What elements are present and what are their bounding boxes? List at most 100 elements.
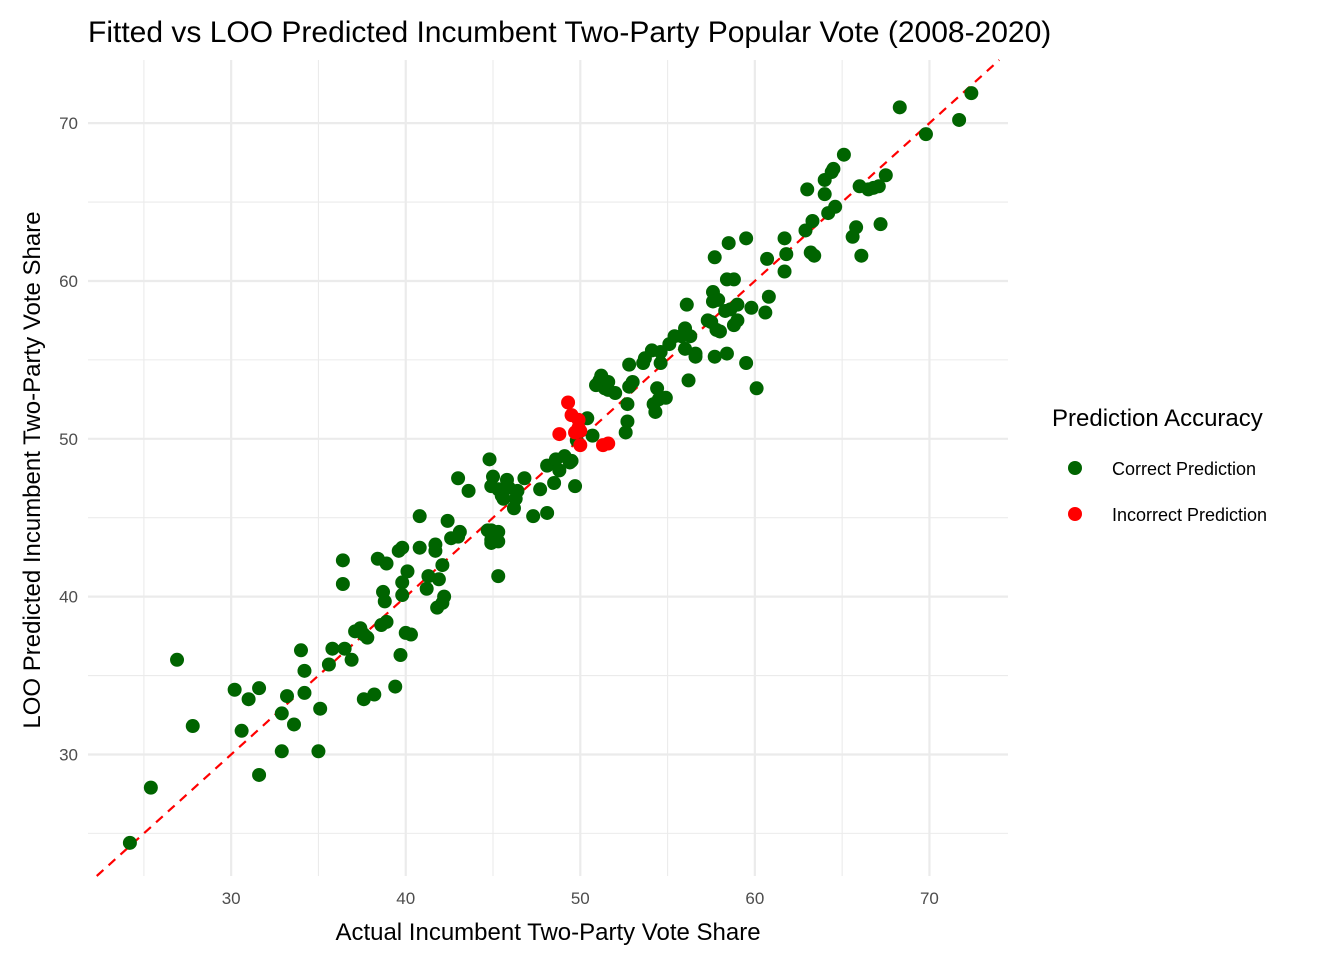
correct-prediction-point — [280, 689, 295, 704]
correct-prediction-point — [620, 414, 635, 429]
correct-prediction-point — [313, 701, 328, 716]
correct-prediction-point — [658, 390, 673, 405]
correct-prediction-point — [419, 581, 434, 596]
correct-prediction-point — [679, 297, 694, 312]
correct-prediction-point — [564, 453, 579, 468]
correct-prediction-point — [719, 346, 734, 361]
correct-prediction-point — [744, 300, 759, 315]
x-tick-label: 70 — [920, 889, 939, 908]
correct-prediction-point — [707, 250, 722, 265]
correct-prediction-point — [871, 179, 886, 194]
correct-prediction-point — [185, 719, 200, 734]
correct-prediction-point — [552, 463, 567, 478]
correct-prediction-point — [648, 404, 663, 419]
correct-prediction-point — [486, 469, 501, 484]
correct-prediction-point — [721, 236, 736, 251]
correct-prediction-point — [335, 577, 350, 592]
correct-prediction-point — [730, 313, 745, 328]
correct-prediction-point — [286, 717, 301, 732]
correct-prediction-point — [293, 643, 308, 658]
correct-prediction-point — [491, 534, 506, 549]
correct-prediction-point — [356, 692, 371, 707]
correct-prediction-point — [452, 524, 467, 539]
incorrect-prediction-point — [561, 395, 576, 410]
x-tick-label: 30 — [222, 889, 241, 908]
correct-prediction-point — [805, 213, 820, 228]
correct-prediction-point — [325, 641, 340, 656]
correct-prediction-point — [379, 556, 394, 571]
legend-swatch-correct — [1068, 461, 1082, 475]
correct-prediction-point — [817, 187, 832, 202]
legend-label-incorrect: Incorrect Prediction — [1112, 505, 1267, 525]
correct-prediction-point — [854, 248, 869, 263]
correct-prediction-point — [800, 182, 815, 197]
correct-prediction-point — [395, 540, 410, 555]
correct-prediction-point — [496, 491, 511, 506]
correct-prediction-point — [568, 479, 583, 494]
incorrect-prediction-point — [573, 438, 588, 453]
correct-prediction-point — [681, 373, 696, 388]
x-axis-ticks: 30 40 50 60 70 — [222, 889, 939, 908]
incorrect-prediction-point — [573, 423, 588, 438]
correct-prediction-point — [878, 168, 893, 183]
correct-prediction-point — [377, 594, 392, 609]
y-tick-label: 50 — [59, 430, 78, 449]
correct-prediction-point — [608, 386, 623, 401]
correct-prediction-point — [526, 509, 541, 524]
y-tick-label: 60 — [59, 272, 78, 291]
correct-prediction-point — [437, 589, 452, 604]
correct-prediction-point — [760, 251, 775, 266]
correct-prediction-point — [360, 630, 375, 645]
correct-prediction-point — [749, 381, 764, 396]
correct-prediction-point — [707, 349, 722, 364]
correct-prediction-point — [777, 231, 792, 246]
correct-prediction-point — [510, 483, 525, 498]
legend: Prediction Accuracy Correct Prediction I… — [1052, 405, 1267, 525]
correct-prediction-point — [517, 471, 532, 486]
correct-prediction-point — [826, 161, 841, 176]
correct-prediction-point — [918, 127, 933, 142]
correct-prediction-point — [431, 572, 446, 587]
correct-prediction-point — [122, 835, 137, 850]
correct-prediction-point — [440, 513, 455, 528]
correct-prediction-point — [618, 425, 633, 440]
correct-prediction-point — [227, 682, 242, 697]
correct-prediction-point — [412, 509, 427, 524]
correct-prediction-point — [395, 588, 410, 603]
correct-prediction-point — [952, 112, 967, 127]
correct-prediction-point — [964, 86, 979, 101]
correct-prediction-point — [321, 657, 336, 672]
y-axis-ticks: 30 40 50 60 70 — [59, 114, 78, 764]
correct-prediction-point — [461, 483, 476, 498]
correct-prediction-point — [547, 475, 562, 490]
legend-swatch-incorrect — [1068, 507, 1082, 521]
correct-prediction-point — [428, 543, 443, 558]
correct-prediction-point — [393, 648, 408, 663]
correct-prediction-point — [241, 692, 256, 707]
correct-prediction-point — [400, 564, 415, 579]
correct-prediction-point — [335, 553, 350, 568]
correct-prediction-point — [678, 341, 693, 356]
grid — [88, 60, 1008, 876]
correct-prediction-point — [337, 641, 352, 656]
correct-prediction-point — [297, 663, 312, 678]
correct-prediction-point — [650, 381, 665, 396]
legend-label-correct: Correct Prediction — [1112, 459, 1256, 479]
correct-prediction-point — [777, 264, 792, 279]
correct-prediction-point — [758, 305, 773, 320]
correct-prediction-point — [234, 723, 249, 738]
correct-prediction-point — [435, 558, 450, 573]
correct-prediction-point — [739, 356, 754, 371]
correct-prediction-point — [252, 767, 267, 782]
y-tick-label: 70 — [59, 114, 78, 133]
correct-prediction-point — [653, 356, 668, 371]
correct-prediction-point — [367, 687, 382, 702]
correct-prediction-point — [274, 706, 289, 721]
correct-prediction-point — [688, 349, 703, 364]
correct-prediction-point — [620, 397, 635, 412]
correct-prediction-point — [585, 428, 600, 443]
correct-prediction-point — [828, 199, 843, 214]
x-tick-label: 40 — [396, 889, 415, 908]
x-tick-label: 60 — [745, 889, 764, 908]
